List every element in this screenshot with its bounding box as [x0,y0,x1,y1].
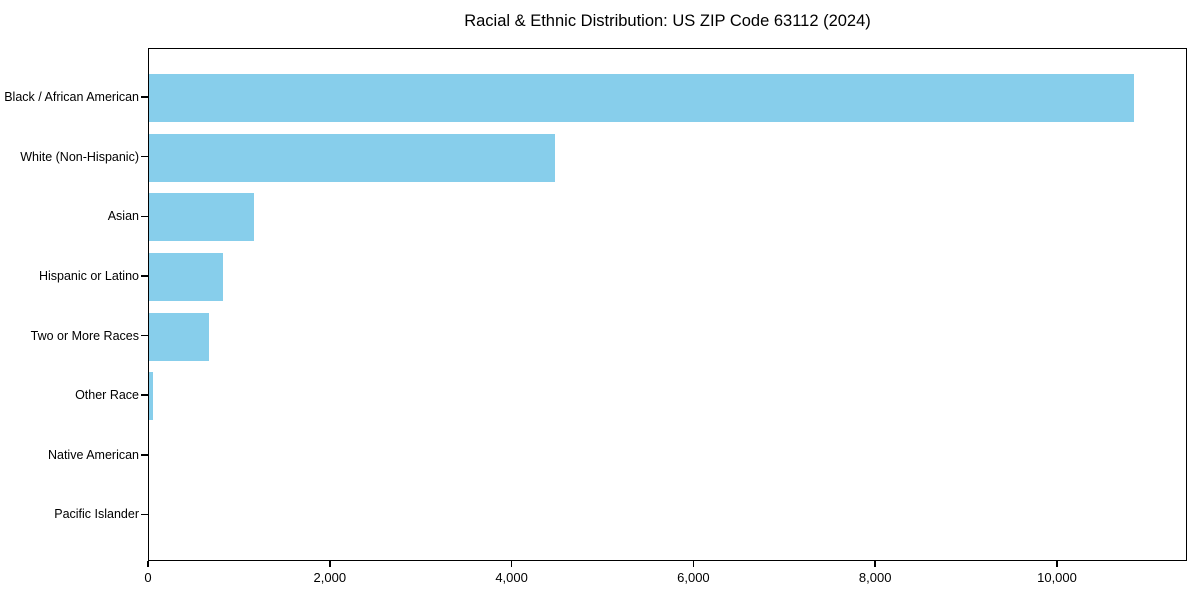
y-tick-mark [141,454,148,456]
y-tick-mark [141,215,148,218]
x-tick-label: 6,000 [677,570,710,585]
x-tick-label: 8,000 [858,570,892,585]
chart-title: Racial & Ethnic Distribution: US ZIP Cod… [464,12,871,30]
bar-black-african-american [149,74,1135,122]
y-tick-label-native-american: Native American [47,447,139,462]
x-tick-mark [692,561,695,567]
x-tick-label: 0 [144,570,152,585]
plot-area [148,48,1187,561]
bar-white-non-hispanic [149,133,555,182]
x-tick-label: 2,000 [313,570,347,585]
x-tick-mark [329,561,331,567]
y-tick-mark [141,96,148,98]
bar-other-race [149,372,154,421]
y-tick-label-pacific-islander: Pacific Islander [54,507,139,522]
y-tick-mark [141,334,148,337]
x-tick-mark [1056,561,1058,567]
x-tick-label: 4,000 [495,570,528,585]
bar-two-or-more-races [149,312,209,361]
x-tick-mark [510,561,513,567]
y-tick-label-two-or-more-races: Two or More Races [30,328,139,343]
y-tick-label-other-race: Other Race [75,388,139,403]
x-tick-mark [874,561,876,567]
x-tick-label: 10,000 [1037,570,1077,585]
y-tick-mark [141,394,148,396]
x-tick-mark [147,561,149,567]
bar-hispanic-or-latino [149,252,223,301]
y-tick-mark [141,275,148,277]
y-tick-label-white-non-hispanic: White (Non-Hispanic) [20,149,139,164]
y-tick-mark [141,155,148,158]
bar-asian [149,193,254,242]
y-tick-label-black-african-american: Black / African American [4,90,139,104]
y-tick-label-hispanic-or-latino: Hispanic or Latino [38,268,139,283]
y-tick-label-asian: Asian [107,209,139,224]
y-tick-mark [141,513,148,516]
